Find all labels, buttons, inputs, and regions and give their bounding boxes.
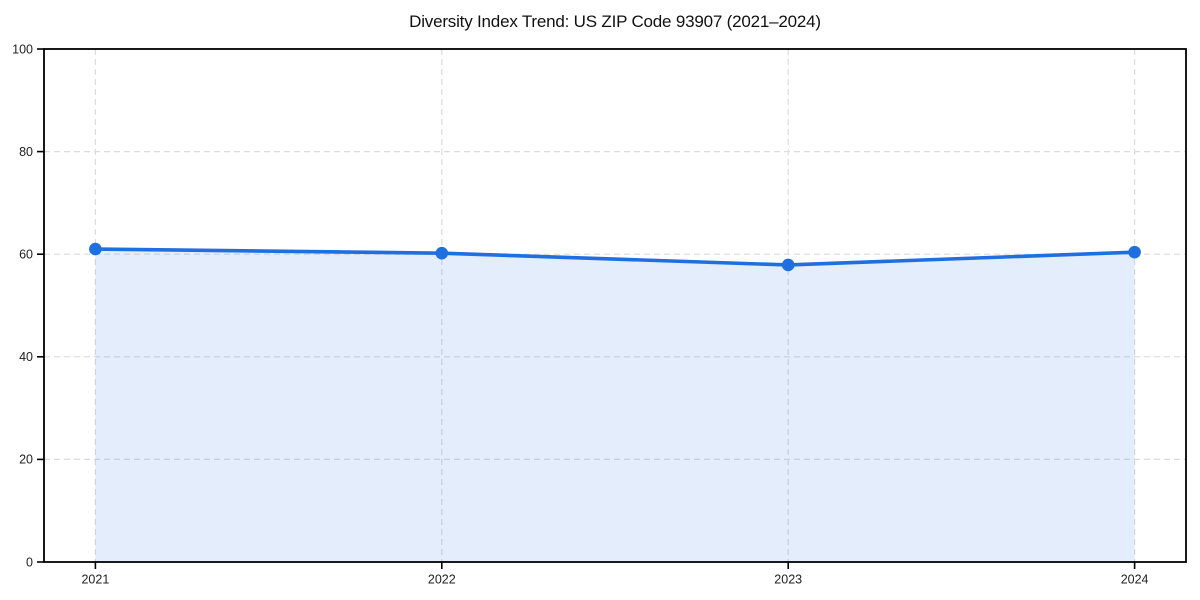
y-axis-tick-label: 60: [19, 248, 33, 262]
data-point-2021: [89, 242, 102, 256]
area-fill: [95, 249, 1135, 562]
axes-box: [43, 48, 1187, 563]
y-axis-tick-label: 20: [19, 453, 33, 467]
x-axis-tick-label: 2024: [1121, 573, 1149, 587]
data-point-2024: [1128, 245, 1141, 259]
chart-title: Diversity Index Trend: US ZIP Code 93907…: [409, 12, 821, 31]
y-axis-tick-label: 100: [12, 42, 33, 56]
data-point-2022: [435, 246, 449, 260]
data-point-2023: [781, 258, 795, 272]
trend-line: [93, 247, 1137, 267]
x-axis-tick-label: 2023: [774, 573, 802, 587]
y-axis-tick-label: 80: [19, 145, 33, 159]
y-axis-tick-label: 40: [19, 350, 33, 364]
x-axis-tick-label: 2022: [428, 573, 456, 587]
x-axis-tick-label: 2021: [81, 573, 109, 587]
y-axis-tick-label: 0: [26, 555, 33, 569]
